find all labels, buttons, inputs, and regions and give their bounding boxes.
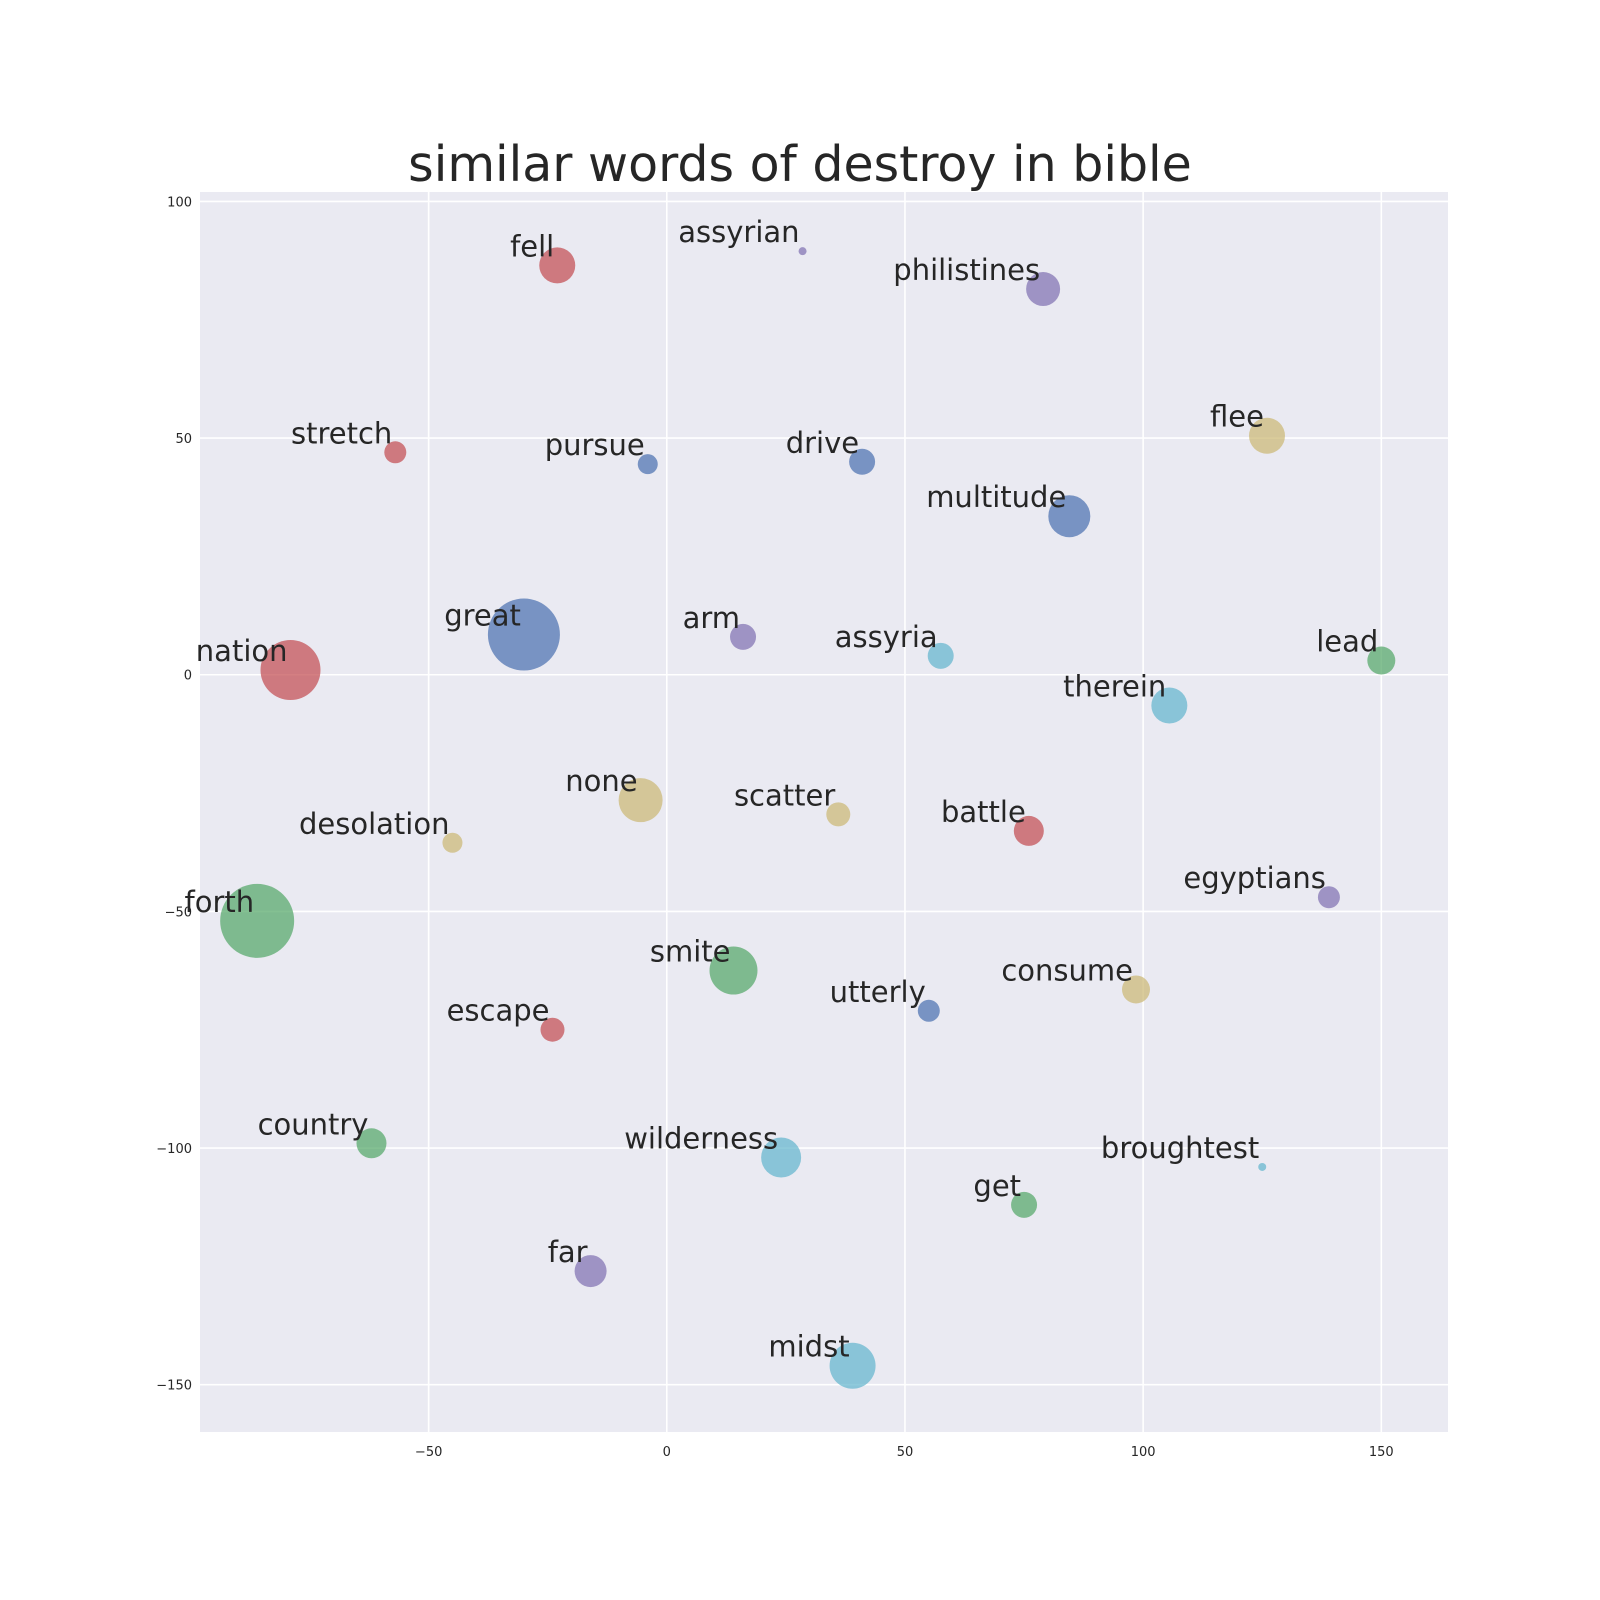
scatter-point-escape [540,1017,565,1042]
x-tick-label: 100 [1131,1445,1156,1460]
point-label-consume: consume [1001,953,1133,987]
point-label-battle: battle [941,795,1026,829]
data-points [220,247,1396,1389]
x-tick-label: −50 [415,1445,442,1460]
point-label-scatter: scatter [734,778,835,812]
y-tick-label: −150 [156,1379,192,1394]
scatter-point-far [574,1255,607,1288]
scatter-point-lead [1367,646,1396,675]
point-label-egyptians: egyptians [1183,861,1326,895]
scatter-point-country [356,1128,387,1159]
scatter-point-philistines [1026,272,1061,307]
point-label-therein: therein [1063,670,1166,704]
point-label-nation: nation [196,634,288,668]
point-label-far: far [548,1235,588,1269]
point-label-assyria: assyria [835,620,938,654]
point-label-arm: arm [683,601,740,635]
scatter-point-scatter [826,802,851,827]
scatter-point-assyria [927,642,954,669]
y-tick-label: 50 [175,432,192,447]
scatter-point-arm [730,623,757,650]
scatter-point-utterly [917,999,940,1022]
y-tick-label: 0 [184,669,192,684]
scatter-point-egyptians [1317,886,1340,909]
scatter-point-desolation [442,832,463,853]
scatter-point-consume [1122,975,1150,1004]
x-tick-label: 0 [663,1445,671,1460]
point-label-broughtest: broughtest [1101,1131,1259,1165]
point-label-great: great [444,599,521,633]
scatter-point-battle [1013,815,1044,846]
point-label-none: none [565,764,637,798]
point-label-country: country [258,1107,369,1141]
scatter-point-stretch [384,441,407,464]
point-label-lead: lead [1316,625,1378,659]
y-tick-label: 100 [167,195,192,210]
x-tick-label: 150 [1369,1445,1394,1460]
point-label-drive: drive [786,426,859,460]
point-label-stretch: stretch [291,416,392,450]
scatter-point-smite [709,946,758,995]
scatter-point-none [618,778,663,823]
point-label-smite: smite [650,935,731,969]
scatter-point-broughtest [1258,1162,1267,1171]
scatter-point-midst [829,1342,876,1389]
scatter-point-fell [539,247,576,284]
point-label-flee: flee [1210,400,1264,434]
point-labels: fell assyrian philistines stretch pursue driv… [185,215,1379,1364]
scatter-point-flee [1248,417,1285,454]
point-label-escape: escape [447,994,550,1028]
point-label-pursue: pursue [545,428,645,462]
point-label-midst: midst [768,1330,849,1364]
point-label-philistines: philistines [893,253,1040,287]
grid-lines [200,192,1448,1432]
scatter-point-multitude [1048,495,1091,538]
point-label-multitude: multitude [926,480,1066,514]
scatter-point-assyrian [798,247,807,256]
point-label-utterly: utterly [830,975,926,1009]
point-label-get: get [973,1169,1021,1203]
point-label-wilderness: wilderness [624,1121,778,1155]
chart-title: similar words of destroy in bible [408,136,1192,193]
scatter-point-get [1011,1191,1038,1218]
scatter-point-pursue [637,454,658,475]
scatter-point-great [487,598,560,671]
scatter-point-drive [849,448,876,475]
point-label-assyrian: assyrian [678,215,799,249]
axis-ticks: −50 0 50 100 150 100 50 0 −50 −100 −150 [156,195,1393,1460]
scatter-point-therein [1151,687,1188,724]
scatter-point-wilderness [761,1137,802,1178]
point-label-fell: fell [510,229,554,263]
scatter-point-nation [260,640,321,701]
y-tick-label: −50 [165,905,192,920]
x-tick-label: 50 [897,1445,914,1460]
point-label-desolation: desolation [299,807,449,841]
y-tick-label: −100 [156,1142,192,1157]
plot-area [200,192,1448,1432]
point-label-forth: forth [185,885,255,919]
scatter-point-forth [220,883,295,958]
